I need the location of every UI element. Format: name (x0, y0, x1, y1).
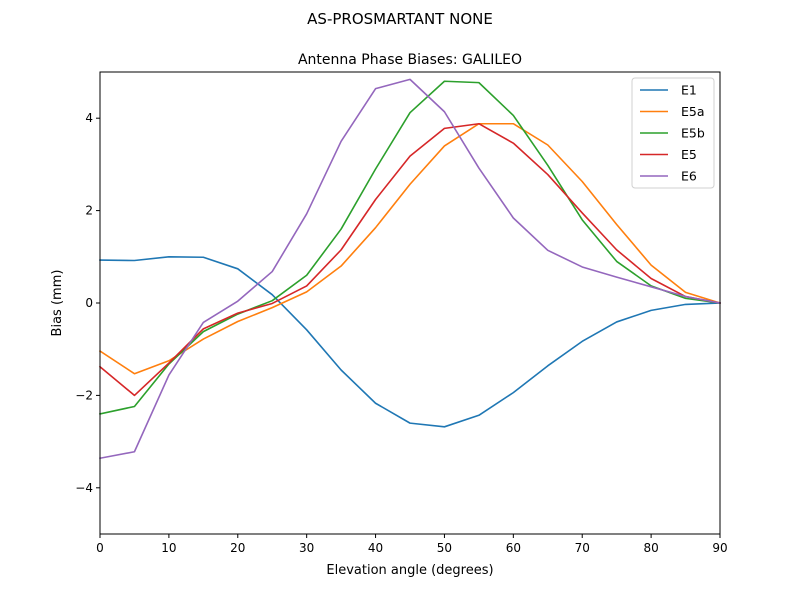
x-tick-label: 90 (712, 541, 727, 555)
series-line-e1 (99, 255, 721, 428)
y-tick-label: 4 (85, 111, 93, 125)
plot-area (98, 71, 722, 535)
x-tick-label: 50 (437, 541, 452, 555)
y-axis-ticks: −4 −2 0 2 4 (75, 111, 100, 495)
legend-box (631, 77, 715, 189)
series-line-e5a (98, 122, 722, 375)
series-line-e5b (99, 80, 721, 415)
x-tick-label: 80 (643, 541, 658, 555)
x-axis-ticks: 0 10 20 30 40 50 60 70 80 90 (96, 534, 728, 555)
x-tick-label: 30 (299, 541, 314, 555)
x-tick-label: 70 (575, 541, 590, 555)
y-axis-label: Bias (mm) (50, 270, 65, 337)
legend-label-e5: E5 (681, 147, 697, 162)
chart-title: Antenna Phase Biases: GALILEO (298, 52, 522, 68)
legend-label-e5b: E5b (681, 126, 705, 141)
x-tick-label: 60 (506, 541, 521, 555)
figure-suptitle: AS-PROSMARTANT NONE (307, 10, 493, 28)
series-line-e5 (98, 122, 721, 397)
legend-label-e1: E1 (681, 83, 697, 98)
x-tick-label: 0 (96, 541, 104, 555)
legend-label-e5a: E5a (681, 104, 705, 119)
x-tick-label: 20 (230, 541, 245, 555)
legend-label-e6: E6 (681, 169, 697, 184)
y-tick-label: 2 (85, 204, 93, 218)
y-tick-label: −4 (75, 481, 93, 495)
series-layer (98, 78, 722, 460)
legend: E1 E5a E5b E5 E6 (631, 77, 715, 189)
x-tick-label: 40 (368, 541, 383, 555)
x-tick-label: 10 (161, 541, 176, 555)
y-tick-label: −2 (75, 388, 93, 402)
series-line-e6 (99, 78, 721, 460)
y-tick-label: 0 (85, 296, 93, 310)
x-axis-label: Elevation angle (degrees) (326, 563, 493, 578)
legend-items: E1 E5a E5b E5 E6 (640, 83, 705, 184)
